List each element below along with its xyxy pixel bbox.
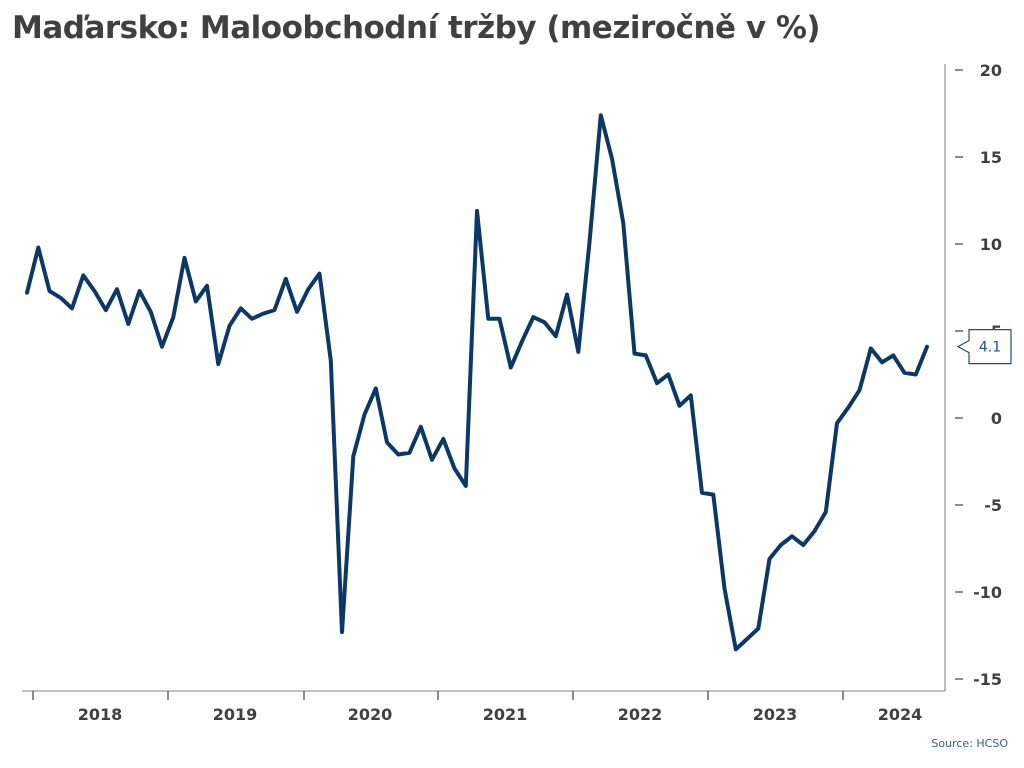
x-tick-label: 2020	[348, 705, 393, 724]
x-tick-label: 2023	[753, 705, 798, 724]
y-tick-label: 0	[991, 409, 1002, 428]
x-tick-label: 2021	[483, 705, 528, 724]
chart-title: Maďarsko: Maloobchodní tržby (meziročně …	[12, 10, 821, 46]
y-tick-label: -5	[984, 496, 1002, 515]
y-tick-label: -10	[973, 583, 1002, 602]
x-tick-label: 2022	[618, 705, 663, 724]
line-layer	[25, 113, 929, 652]
x-tick-label: 2018	[78, 705, 123, 724]
series-line	[25, 113, 929, 652]
last-value-callout	[956, 329, 1012, 365]
y-tick-label: -15	[973, 670, 1002, 689]
axes: 20151050-5-10-15201820192020202120222023…	[22, 61, 1002, 724]
y-tick-label: 15	[980, 148, 1002, 167]
y-tick-label: 20	[980, 61, 1002, 80]
callout-layer: 4.1	[956, 329, 1012, 365]
x-tick-label: 2024	[878, 705, 923, 724]
source-note: Source: HCSO	[931, 737, 1008, 750]
y-tick-label: 10	[980, 235, 1002, 254]
x-tick-label: 2019	[213, 705, 258, 724]
last-value-label: 4.1	[979, 340, 1001, 356]
